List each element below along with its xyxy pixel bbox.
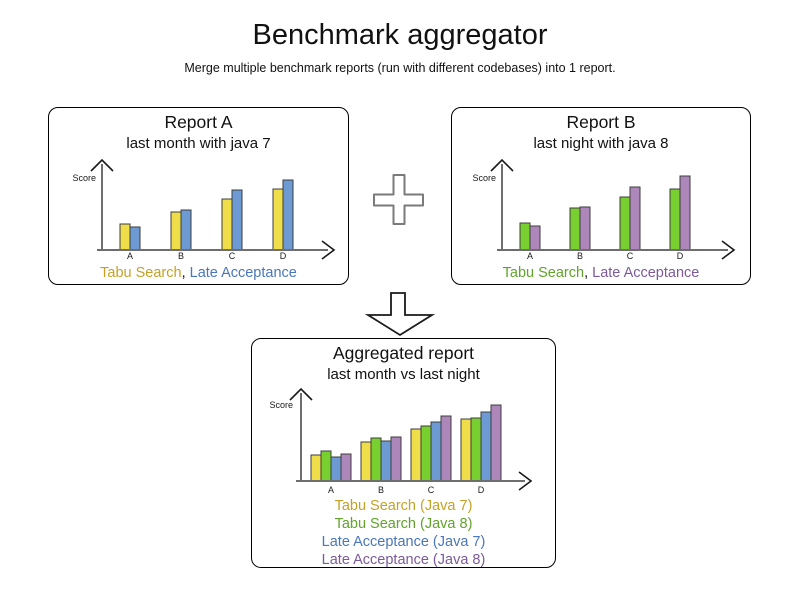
category-label: C (229, 251, 236, 261)
category-label: B (378, 485, 384, 495)
aggregated-legend: Tabu Search (Java 7) Tabu Search (Java 8)… (252, 497, 555, 569)
legend-entry: Late Acceptance (Java 7) (321, 534, 486, 550)
x-axis-arrowhead-icon (321, 240, 336, 260)
x-axis-arrowhead-icon (518, 471, 533, 491)
report-a-subtitle: last month with java 7 (126, 135, 271, 152)
report-b-panel: Report B last night with java 8 Score A B C… (451, 107, 751, 285)
bar (180, 209, 192, 251)
report-b-title: Report B (566, 112, 636, 132)
bar (629, 186, 641, 251)
category-label: C (627, 251, 634, 261)
legend-entry: Tabu Search (502, 265, 585, 281)
report-a-legend: Tabu Search, Late Acceptance (49, 265, 348, 281)
page-subtitle: Merge multiple benchmark reports (run wi… (184, 61, 616, 75)
page-title: Benchmark aggregator (252, 19, 548, 51)
bar (231, 189, 243, 251)
category-label: D (478, 485, 485, 495)
x-axis-arrowhead-icon (721, 240, 736, 260)
aggregated-chart: Score A B C D (269, 387, 533, 495)
bar (619, 196, 631, 251)
legend-separator: , (181, 265, 190, 281)
bar (330, 456, 342, 482)
down-arrow-icon (364, 292, 436, 337)
bar (579, 206, 591, 251)
bar (320, 450, 332, 482)
y-axis-label: Score (269, 400, 293, 410)
bar (480, 411, 492, 482)
y-axis-arrowhead-icon (90, 158, 114, 172)
aggregated-report-panel: Aggregated report last month vs last nig… (251, 338, 556, 568)
report-a-chart: Score A B C D (72, 158, 336, 261)
legend-entry: Tabu Search (Java 8) (334, 516, 473, 532)
bar (440, 415, 452, 482)
report-a-title: Report A (164, 112, 233, 132)
bar (340, 453, 352, 482)
bar (519, 222, 531, 251)
bar (460, 418, 472, 482)
bar (129, 226, 141, 251)
bar (272, 188, 284, 251)
y-axis-arrowhead-icon (289, 387, 313, 401)
bar (470, 417, 482, 482)
category-label: D (280, 251, 287, 261)
y-axis-label: Score (72, 173, 96, 183)
category-label: A (127, 251, 133, 261)
bar (430, 421, 442, 482)
bar (310, 454, 322, 482)
bar (221, 198, 233, 251)
bar (669, 188, 681, 251)
bar (282, 179, 294, 251)
legend-entry: Late Acceptance (Java 8) (321, 552, 486, 568)
legend-separator: , (584, 265, 593, 281)
report-a-panel: Report A last month with java 7 Score A B C… (48, 107, 349, 285)
legend-entry: Tabu Search (Java 7) (334, 498, 473, 514)
legend-entry: Tabu Search (100, 265, 182, 281)
bar (529, 225, 541, 251)
legend-entry: Late Acceptance (189, 265, 297, 281)
bar (119, 223, 131, 251)
y-axis-label: Score (472, 173, 496, 183)
bar (569, 207, 581, 251)
bar (170, 211, 182, 251)
bar (679, 175, 691, 251)
category-label: B (178, 251, 184, 261)
aggregated-subtitle: last month vs last night (327, 366, 480, 383)
bar (420, 425, 432, 482)
report-b-chart: Score A B C D (472, 158, 736, 261)
category-label: A (328, 485, 334, 495)
bar (390, 436, 402, 482)
bar (370, 437, 382, 482)
category-label: A (527, 251, 533, 261)
category-label: B (577, 251, 583, 261)
report-b-legend: Tabu Search, Late Acceptance (452, 265, 750, 281)
bar (410, 428, 422, 482)
category-label: D (677, 251, 684, 261)
aggregated-title: Aggregated report (332, 343, 475, 363)
y-axis-arrowhead-icon (490, 158, 514, 172)
legend-entry: Late Acceptance (592, 265, 700, 281)
bar (380, 440, 392, 482)
bar (360, 441, 372, 482)
report-b-subtitle: last night with java 8 (533, 135, 669, 152)
category-label: C (428, 485, 435, 495)
bar (490, 404, 502, 482)
plus-icon (373, 174, 424, 225)
